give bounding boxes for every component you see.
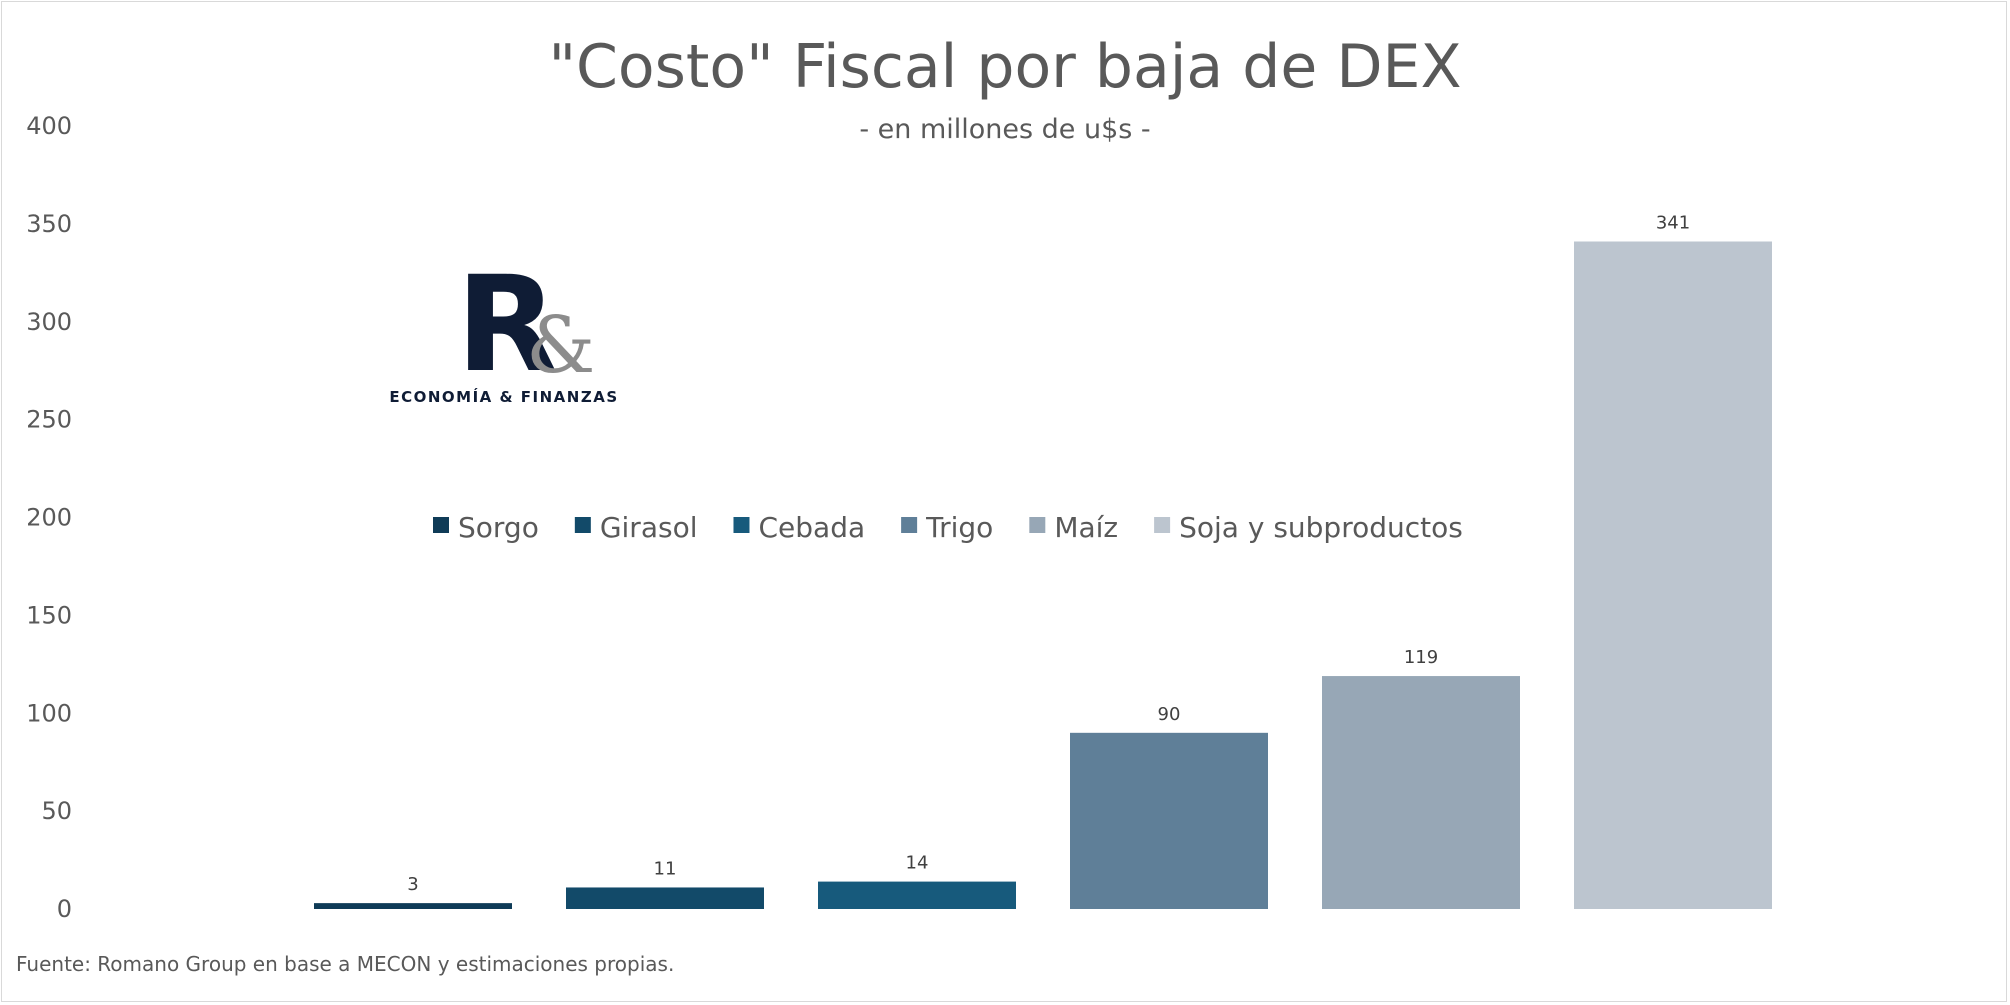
- legend-label: Cebada: [758, 511, 865, 544]
- bar-series: [314, 241, 1772, 909]
- legend-label: Sorgo: [458, 511, 539, 544]
- y-tick-label: 150: [26, 601, 72, 629]
- legend-swatch: [733, 517, 750, 533]
- data-label: 341: [1656, 212, 1690, 233]
- bar-soja-y-subproductos: [1574, 241, 1772, 909]
- legend-swatch: [574, 517, 591, 533]
- legend-label: Maíz: [1054, 511, 1118, 544]
- legend: Sorgo Girasol Cebada Trigo Maíz Soja y subpro…: [433, 511, 1463, 544]
- data-label: 90: [1158, 704, 1181, 725]
- bar-trigo: [1070, 732, 1268, 909]
- chart-subtitle: - en millones de u$s -: [859, 114, 1150, 145]
- bar-ma-z: [1322, 676, 1520, 909]
- y-tick-label: 100: [26, 699, 72, 727]
- legend-swatch: [433, 517, 449, 533]
- data-label: 119: [1404, 647, 1438, 668]
- data-labels: 3 11 14 90 119 341: [407, 212, 1690, 895]
- legend-label: Soja y subproductos: [1179, 511, 1463, 544]
- logo-letter: R: [456, 248, 558, 402]
- y-axis: 0 50 100 150 200 250 300 350 400: [26, 112, 72, 923]
- legend-swatch: [901, 517, 918, 533]
- y-tick-label: 400: [26, 112, 72, 140]
- bar-sorgo: [314, 903, 512, 909]
- logo: R & ECONOMÍA & FINANZAS: [389, 248, 618, 406]
- logo-ampersand: &: [526, 301, 595, 391]
- y-tick-label: 50: [41, 797, 72, 825]
- y-tick-label: 350: [26, 210, 72, 238]
- data-label: 11: [654, 858, 677, 879]
- y-tick-label: 300: [26, 308, 72, 336]
- legend-label: Girasol: [600, 511, 698, 544]
- logo-wordmark: ECONOMÍA & FINANZAS: [389, 387, 618, 406]
- y-tick-label: 0: [57, 895, 72, 923]
- data-label: 14: [906, 853, 929, 874]
- y-tick-label: 200: [26, 504, 72, 532]
- data-label: 3: [407, 874, 418, 895]
- source-note: Fuente: Romano Group en base a MECON y e…: [16, 952, 674, 976]
- y-tick-label: 250: [26, 406, 72, 434]
- bar-girasol: [566, 887, 764, 909]
- legend-swatch: [1154, 517, 1171, 533]
- legend-swatch: [1029, 517, 1046, 533]
- legend-label: Trigo: [925, 511, 993, 544]
- bar-cebada: [818, 881, 1016, 909]
- chart-title: "Costo" Fiscal por baja de DEX: [548, 32, 1461, 102]
